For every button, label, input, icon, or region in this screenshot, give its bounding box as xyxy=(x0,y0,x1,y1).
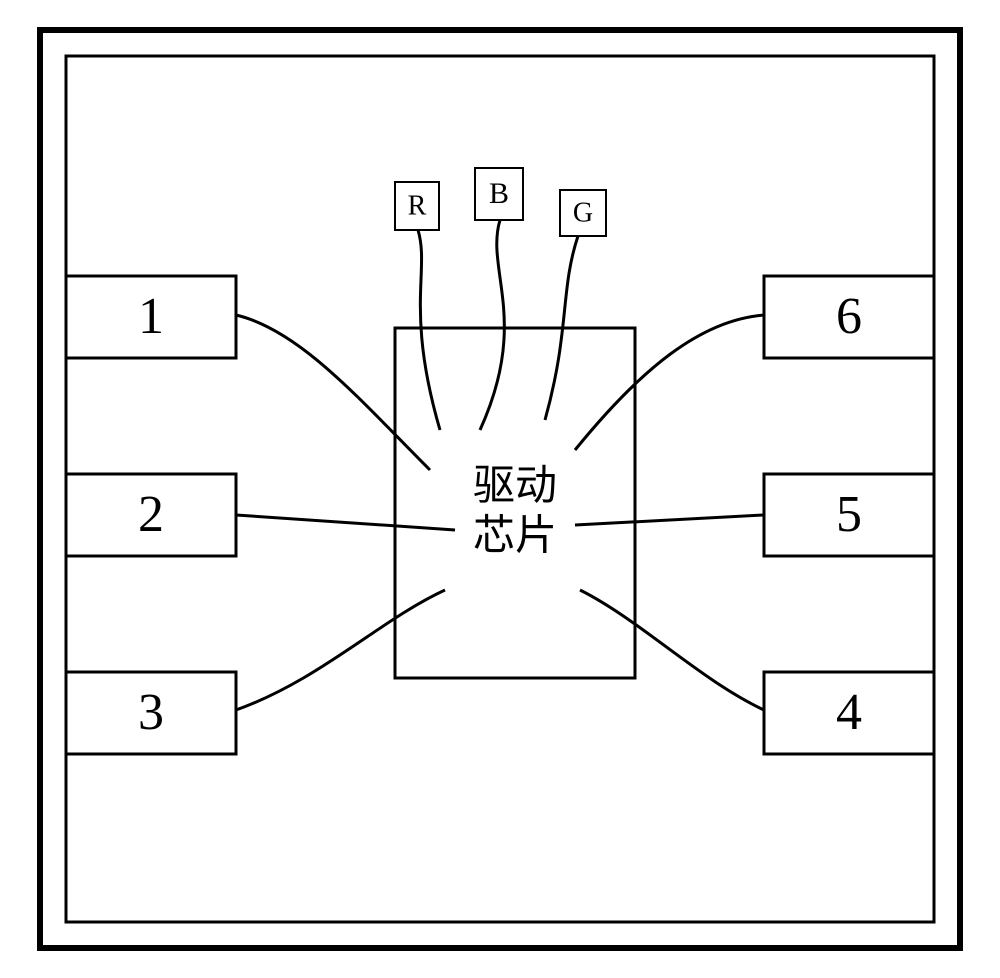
rgb-label-b: B xyxy=(489,177,509,210)
rgb-label-r: R xyxy=(408,190,427,221)
pad-label-2: 2 xyxy=(138,486,164,543)
pad-label-1: 1 xyxy=(138,288,164,345)
pad-label-6: 6 xyxy=(836,288,862,345)
rgb-label-g: G xyxy=(573,197,593,228)
pad-label-4: 4 xyxy=(836,684,862,741)
pad-label-5: 5 xyxy=(836,486,862,543)
chip-label-line1: 驱动 xyxy=(473,464,557,510)
chip-label-line2: 芯片 xyxy=(473,514,557,560)
pad-label-3: 3 xyxy=(138,684,164,741)
